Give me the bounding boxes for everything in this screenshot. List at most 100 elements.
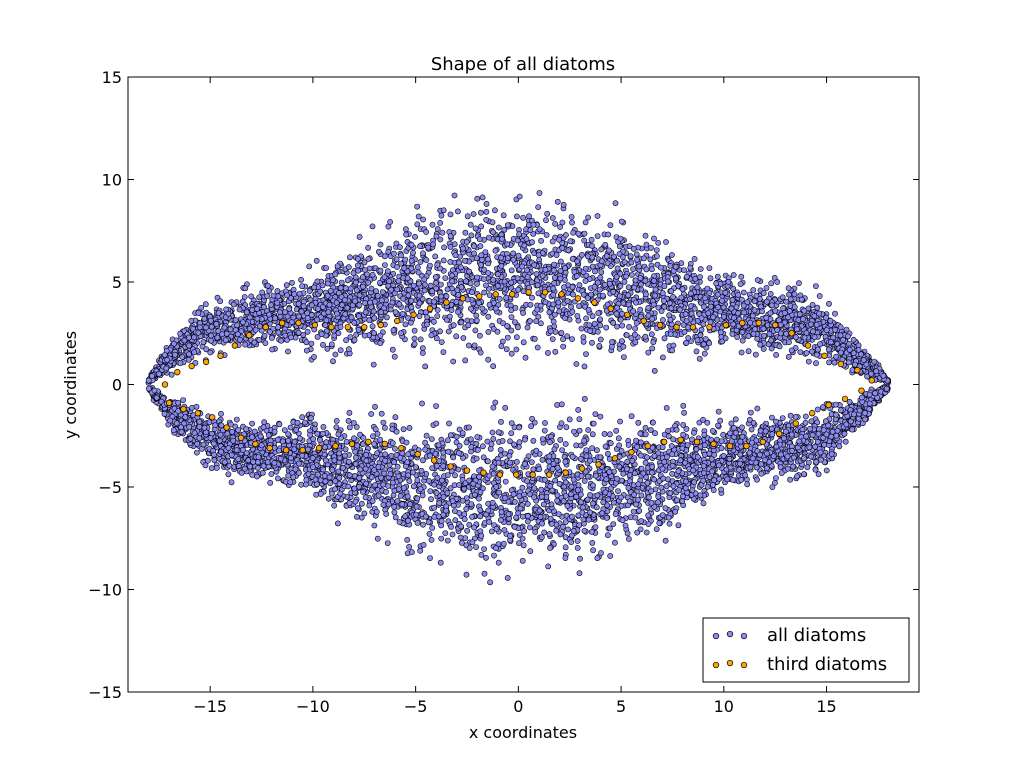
all-diatoms-point <box>451 241 458 248</box>
all-diatoms-point <box>786 339 792 346</box>
all-diatoms-point <box>557 436 564 443</box>
all-diatoms-point <box>259 289 266 296</box>
all-diatoms-point <box>433 462 440 469</box>
all-diatoms-point <box>691 255 698 262</box>
all-diatoms-point <box>477 261 484 268</box>
all-diatoms-point <box>567 238 574 245</box>
all-diatoms-point <box>232 317 239 323</box>
all-diatoms-point <box>450 358 457 365</box>
all-diatoms-point <box>594 213 601 219</box>
all-diatoms-point <box>478 551 485 558</box>
all-diatoms-point <box>330 358 336 365</box>
all-diatoms-point <box>659 444 666 451</box>
all-diatoms-point <box>544 210 551 217</box>
all-diatoms-point <box>580 334 587 341</box>
all-diatoms-point <box>311 353 317 360</box>
all-diatoms-point <box>560 524 566 530</box>
all-diatoms-point <box>637 306 644 313</box>
all-diatoms-point <box>589 339 595 346</box>
all-diatoms-point <box>335 468 342 475</box>
all-diatoms-point <box>589 431 596 438</box>
all-diatoms-point <box>298 276 304 283</box>
all-diatoms-point <box>180 397 186 403</box>
all-diatoms-point <box>410 483 417 490</box>
all-diatoms-point <box>499 338 506 345</box>
all-diatoms-point <box>612 200 619 207</box>
all-diatoms-point <box>306 263 313 270</box>
all-diatoms-point <box>374 430 381 437</box>
all-diatoms-point <box>266 287 272 294</box>
all-diatoms-point <box>437 219 443 226</box>
all-diatoms-point <box>635 419 642 426</box>
all-diatoms-point <box>828 433 835 440</box>
all-diatoms-point <box>170 427 177 434</box>
all-diatoms-point <box>466 424 472 431</box>
all-diatoms-point <box>615 488 621 494</box>
all-diatoms-point <box>538 534 545 541</box>
all-diatoms-point <box>241 294 248 300</box>
all-diatoms-point <box>408 549 415 556</box>
all-diatoms-point <box>526 213 532 220</box>
all-diatoms-point <box>603 324 610 331</box>
all-diatoms-point <box>674 497 680 503</box>
all-diatoms-point <box>372 482 379 488</box>
all-diatoms-point <box>308 340 315 347</box>
all-diatoms-point <box>562 555 569 561</box>
all-diatoms-point <box>629 272 635 278</box>
all-diatoms-point <box>575 406 582 413</box>
all-diatoms-point <box>230 301 237 308</box>
all-diatoms-point <box>248 293 255 300</box>
all-diatoms-point <box>419 400 425 407</box>
all-diatoms-point <box>561 284 567 291</box>
all-diatoms-point <box>836 443 843 450</box>
all-diatoms-point <box>433 403 439 409</box>
all-diatoms-point <box>322 322 329 328</box>
all-diatoms-point <box>353 424 360 430</box>
all-diatoms-point <box>498 418 504 425</box>
all-diatoms-point <box>233 416 240 423</box>
all-diatoms-point <box>466 521 473 528</box>
all-diatoms-point <box>351 435 357 442</box>
all-diatoms-point <box>641 255 647 262</box>
all-diatoms-point <box>516 193 523 200</box>
all-diatoms-point <box>477 513 484 520</box>
all-diatoms-point <box>255 465 261 471</box>
all-diatoms-point <box>290 474 297 481</box>
all-diatoms-point <box>371 315 378 322</box>
all-diatoms-point <box>814 406 821 413</box>
all-diatoms-point <box>687 456 693 463</box>
all-diatoms-point <box>243 426 250 433</box>
all-diatoms-point <box>405 292 412 299</box>
all-diatoms-point <box>262 340 269 346</box>
all-diatoms-point <box>591 320 598 327</box>
all-diatoms-point <box>320 341 326 348</box>
all-diatoms-point <box>642 459 649 466</box>
all-diatoms-point <box>562 441 569 447</box>
all-diatoms-point <box>354 505 361 512</box>
all-diatoms-point <box>594 328 601 335</box>
all-diatoms-point <box>707 275 714 282</box>
all-diatoms-point <box>753 292 760 299</box>
all-diatoms-point <box>577 555 583 562</box>
all-diatoms-point <box>753 464 760 471</box>
all-diatoms-point <box>208 465 215 472</box>
all-diatoms-point <box>710 314 717 321</box>
all-diatoms-point <box>606 456 613 462</box>
all-diatoms-point <box>214 334 221 341</box>
all-diatoms-point <box>534 282 541 289</box>
all-diatoms-point <box>406 544 412 550</box>
all-diatoms-point <box>670 342 677 349</box>
all-diatoms-point <box>314 471 321 478</box>
all-diatoms-point <box>718 445 725 452</box>
all-diatoms-point <box>763 284 770 291</box>
all-diatoms-point <box>592 411 599 417</box>
all-diatoms-point <box>337 347 344 354</box>
all-diatoms-point <box>365 244 371 251</box>
all-diatoms-point <box>718 486 724 493</box>
all-diatoms-point <box>568 303 574 310</box>
all-diatoms-point <box>206 419 213 426</box>
all-diatoms-point <box>514 213 520 220</box>
all-diatoms-point <box>706 265 713 271</box>
all-diatoms-point <box>809 301 816 308</box>
all-diatoms-point <box>395 473 402 480</box>
